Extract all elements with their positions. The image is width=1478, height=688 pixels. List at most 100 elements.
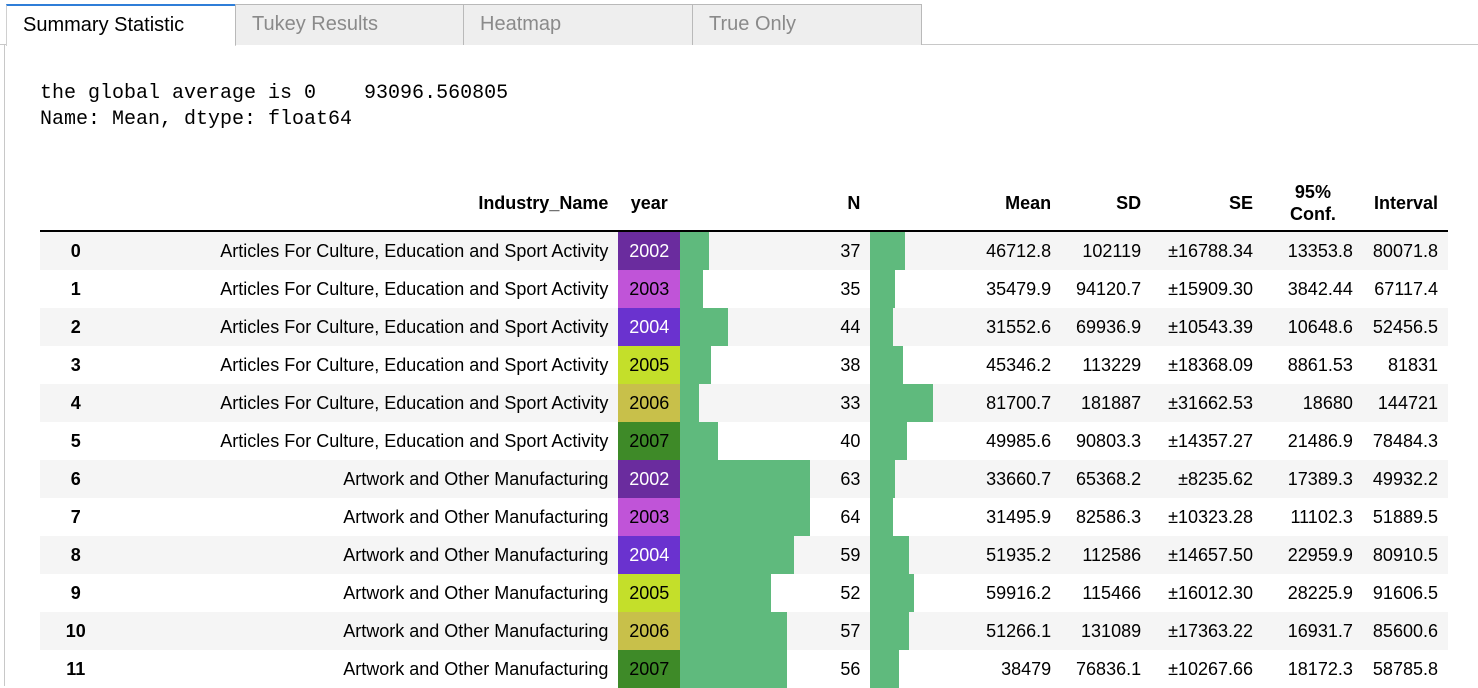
- cell-conf: 18680: [1302, 392, 1353, 413]
- table-row: 1 Articles For Culture, Education and Spo…: [40, 270, 1448, 308]
- cell-year: 2003: [618, 498, 681, 536]
- cell-industry-name: Artwork and Other Manufacturing: [343, 544, 609, 565]
- mean-value: 51266.1: [986, 620, 1052, 641]
- n-value: 56: [840, 658, 861, 679]
- cell-conf: 16931.7: [1287, 620, 1353, 641]
- mean-databar: [870, 574, 915, 612]
- cell-n: 37: [680, 231, 870, 270]
- mean-databar: [870, 536, 909, 574]
- table-row: 4 Articles For Culture, Education and Spo…: [40, 384, 1448, 422]
- cell-sd: 115466: [1082, 582, 1142, 603]
- n-value: 40: [840, 430, 861, 451]
- table-row: 2 Articles For Culture, Education and Spo…: [40, 308, 1448, 346]
- cell-industry-name: Artwork and Other Manufacturing: [343, 468, 609, 489]
- n-value: 52: [840, 582, 861, 603]
- cell-se: ±15909.30: [1168, 278, 1254, 299]
- cell-year: 2003: [618, 270, 681, 308]
- cell-interval: 80910.5: [1372, 544, 1438, 565]
- header-mean: Mean: [870, 176, 1062, 232]
- row-index: 1: [70, 278, 81, 299]
- table-row: 11 Artwork and Other Manufacturing 2007 56 3…: [40, 650, 1448, 688]
- cell-se: ±14357.27: [1168, 430, 1254, 451]
- table-body: 0 Articles For Culture, Education and Spo…: [40, 231, 1448, 688]
- cell-interval: 80071.8: [1372, 240, 1438, 261]
- tab-summary-statistic[interactable]: Summary Statistic: [6, 4, 236, 46]
- cell-n: 56: [680, 650, 870, 688]
- cell-sd: 112586: [1082, 544, 1142, 565]
- n-databar: [680, 346, 711, 384]
- cell-year: 2007: [618, 650, 681, 688]
- cell-se: ±14657.50: [1168, 544, 1254, 565]
- mean-value: 38479: [1001, 658, 1052, 679]
- tab-bar: Summary Statistic Tukey Results Heatmap …: [0, 0, 1478, 46]
- cell-n: 40: [680, 422, 870, 460]
- cell-industry-name: Artwork and Other Manufacturing: [343, 620, 609, 641]
- cell-mean: 59916.2: [870, 574, 1061, 612]
- cell-sd: 65368.2: [1076, 468, 1142, 489]
- cell-se: ±18368.09: [1168, 354, 1254, 375]
- header-n: N: [680, 176, 871, 232]
- header-industry-name: Industry_Name: [111, 176, 619, 232]
- cell-se: ±10543.39: [1168, 316, 1254, 337]
- table-row: 5 Articles For Culture, Education and Spo…: [40, 422, 1448, 460]
- header-year: year: [618, 176, 681, 232]
- cell-sd: 113229: [1082, 354, 1142, 375]
- n-databar: [680, 460, 810, 498]
- cell-interval: 81831: [1387, 354, 1438, 375]
- cell-conf: 21486.9: [1287, 430, 1353, 451]
- cell-mean: 46712.8: [870, 231, 1061, 270]
- cell-mean: 51266.1: [870, 612, 1061, 650]
- cell-se: ±17363.22: [1168, 620, 1254, 641]
- cell-se: ±16788.34: [1168, 240, 1254, 261]
- n-databar: [680, 422, 719, 460]
- n-value: 37: [840, 240, 861, 261]
- cell-conf: 28225.9: [1287, 582, 1353, 603]
- cell-sd: 69936.9: [1076, 316, 1142, 337]
- cell-mean: 31495.9: [870, 498, 1061, 536]
- n-value: 57: [840, 620, 861, 641]
- mean-value: 46712.8: [986, 240, 1052, 261]
- cell-sd: 90803.3: [1076, 430, 1142, 451]
- cell-industry-name: Artwork and Other Manufacturing: [343, 582, 609, 603]
- cell-year: 2002: [618, 460, 681, 498]
- cell-sd: 82586.3: [1076, 506, 1142, 527]
- cell-year: 2005: [618, 346, 681, 384]
- n-databar: [680, 612, 787, 650]
- row-index: 3: [70, 354, 81, 375]
- mean-value: 49985.6: [986, 430, 1052, 451]
- header-index: [40, 176, 112, 232]
- cell-industry-name: Articles For Culture, Education and Spor…: [220, 354, 609, 375]
- tab-tukey-results[interactable]: Tukey Results: [235, 4, 464, 45]
- cell-interval: 51889.5: [1372, 506, 1438, 527]
- cell-industry-name: Articles For Culture, Education and Spor…: [220, 240, 609, 261]
- n-value: 63: [840, 468, 861, 489]
- cell-interval: 91606.5: [1372, 582, 1438, 603]
- cell-interval: 144721: [1377, 392, 1438, 413]
- tab-panel: [4, 45, 1478, 686]
- table-row: 0 Articles For Culture, Education and Spo…: [40, 231, 1448, 270]
- mean-databar: [870, 612, 909, 650]
- row-index: 11: [66, 658, 86, 679]
- cell-se: ±31662.53: [1168, 392, 1254, 413]
- cell-year: 2004: [618, 308, 681, 346]
- cell-year: 2007: [618, 422, 681, 460]
- cell-conf: 18172.3: [1287, 658, 1353, 679]
- cell-mean: 51935.2: [870, 536, 1061, 574]
- tab-true-only[interactable]: True Only: [692, 4, 922, 45]
- cell-interval: 67117.4: [1374, 278, 1438, 299]
- cell-mean: 38479: [870, 650, 1061, 688]
- cell-sd: 131089: [1081, 620, 1142, 641]
- cell-interval: 58785.8: [1372, 658, 1438, 679]
- cell-industry-name: Artwork and Other Manufacturing: [343, 658, 609, 679]
- cell-conf: 17389.3: [1287, 468, 1353, 489]
- cell-industry-name: Articles For Culture, Education and Spor…: [220, 392, 609, 413]
- cell-mean: 33660.7: [870, 460, 1061, 498]
- mean-databar: [870, 346, 903, 384]
- mean-value: 81700.7: [986, 392, 1052, 413]
- mean-value: 59916.2: [986, 582, 1052, 603]
- header-se: SE: [1151, 176, 1264, 232]
- tab-heatmap[interactable]: Heatmap: [463, 4, 693, 45]
- table-row: 6 Artwork and Other Manufacturing 2002 63 33…: [40, 460, 1448, 498]
- cell-n: 57: [680, 612, 870, 650]
- mean-databar: [870, 650, 900, 688]
